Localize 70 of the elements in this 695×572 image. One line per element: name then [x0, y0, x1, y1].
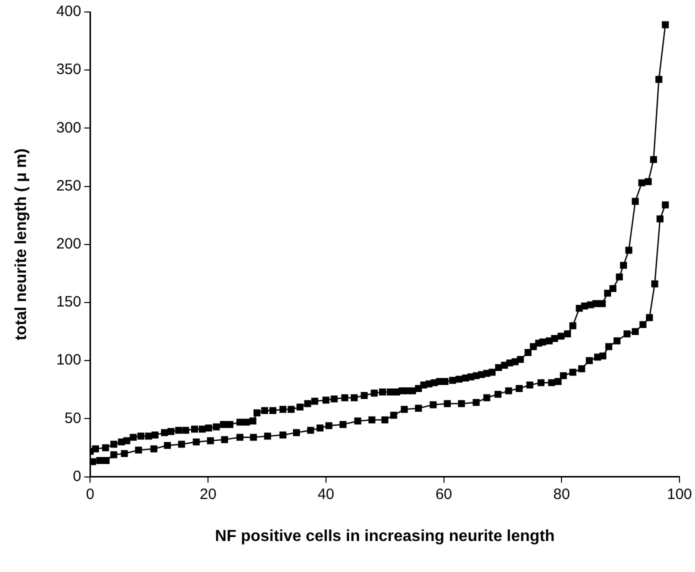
point [164, 442, 171, 449]
point [390, 412, 398, 419]
point [381, 416, 388, 424]
point [102, 457, 110, 464]
point [178, 440, 186, 448]
x-axis-title: NF positive cells in increasing neurite length [215, 528, 555, 545]
x-tick-label: 0 [86, 486, 94, 503]
point [494, 390, 502, 398]
y-tick-label: 150 [56, 294, 82, 311]
point [651, 280, 658, 288]
point [292, 429, 300, 436]
y-tick-label: 100 [56, 352, 82, 369]
x-tick-label: 60 [435, 486, 452, 503]
point [192, 438, 200, 446]
point [150, 445, 158, 452]
point [586, 357, 593, 364]
point [516, 385, 523, 392]
point [632, 328, 639, 336]
point [250, 434, 257, 441]
y-tick-label: 0 [72, 468, 82, 485]
point [569, 368, 576, 376]
point [236, 434, 244, 441]
point [414, 404, 422, 412]
point [264, 432, 272, 440]
y-tick-label: 350 [56, 61, 82, 78]
point [325, 422, 332, 430]
point [90, 458, 96, 466]
point [624, 330, 631, 338]
point [340, 421, 346, 428]
point [662, 201, 669, 208]
x-tick-label: 40 [318, 486, 334, 503]
point [605, 343, 612, 350]
y-tick-label: 50 [64, 410, 82, 427]
y-tick-label: 300 [56, 119, 82, 136]
point [120, 450, 128, 458]
point [206, 437, 214, 444]
point [135, 446, 142, 454]
point [548, 379, 556, 386]
point [505, 387, 512, 394]
point [368, 416, 376, 424]
point [316, 424, 324, 432]
point [221, 436, 228, 444]
point [483, 394, 490, 402]
point [279, 431, 286, 438]
point [538, 379, 544, 386]
point [354, 418, 362, 425]
point [400, 406, 408, 413]
point [646, 314, 653, 322]
y-tick-label: 400 [56, 3, 82, 20]
point [444, 400, 451, 408]
y-tick-label: 250 [56, 177, 82, 194]
point [578, 365, 586, 372]
point [554, 378, 562, 385]
y-axis-title: total neurite length ( μ m) [13, 148, 30, 340]
point [614, 337, 621, 344]
point [560, 372, 567, 380]
x-tick-label: 80 [553, 486, 570, 503]
x-tick-label: 100 [666, 486, 692, 503]
point [599, 352, 606, 360]
point [96, 457, 104, 464]
point [430, 401, 437, 408]
point [656, 215, 664, 222]
point [639, 321, 646, 328]
point [458, 400, 465, 408]
point [526, 382, 534, 388]
y-tick-label: 200 [56, 236, 82, 253]
point [110, 451, 118, 458]
x-tick-label: 20 [200, 486, 216, 503]
point [307, 426, 314, 434]
point [472, 398, 480, 406]
